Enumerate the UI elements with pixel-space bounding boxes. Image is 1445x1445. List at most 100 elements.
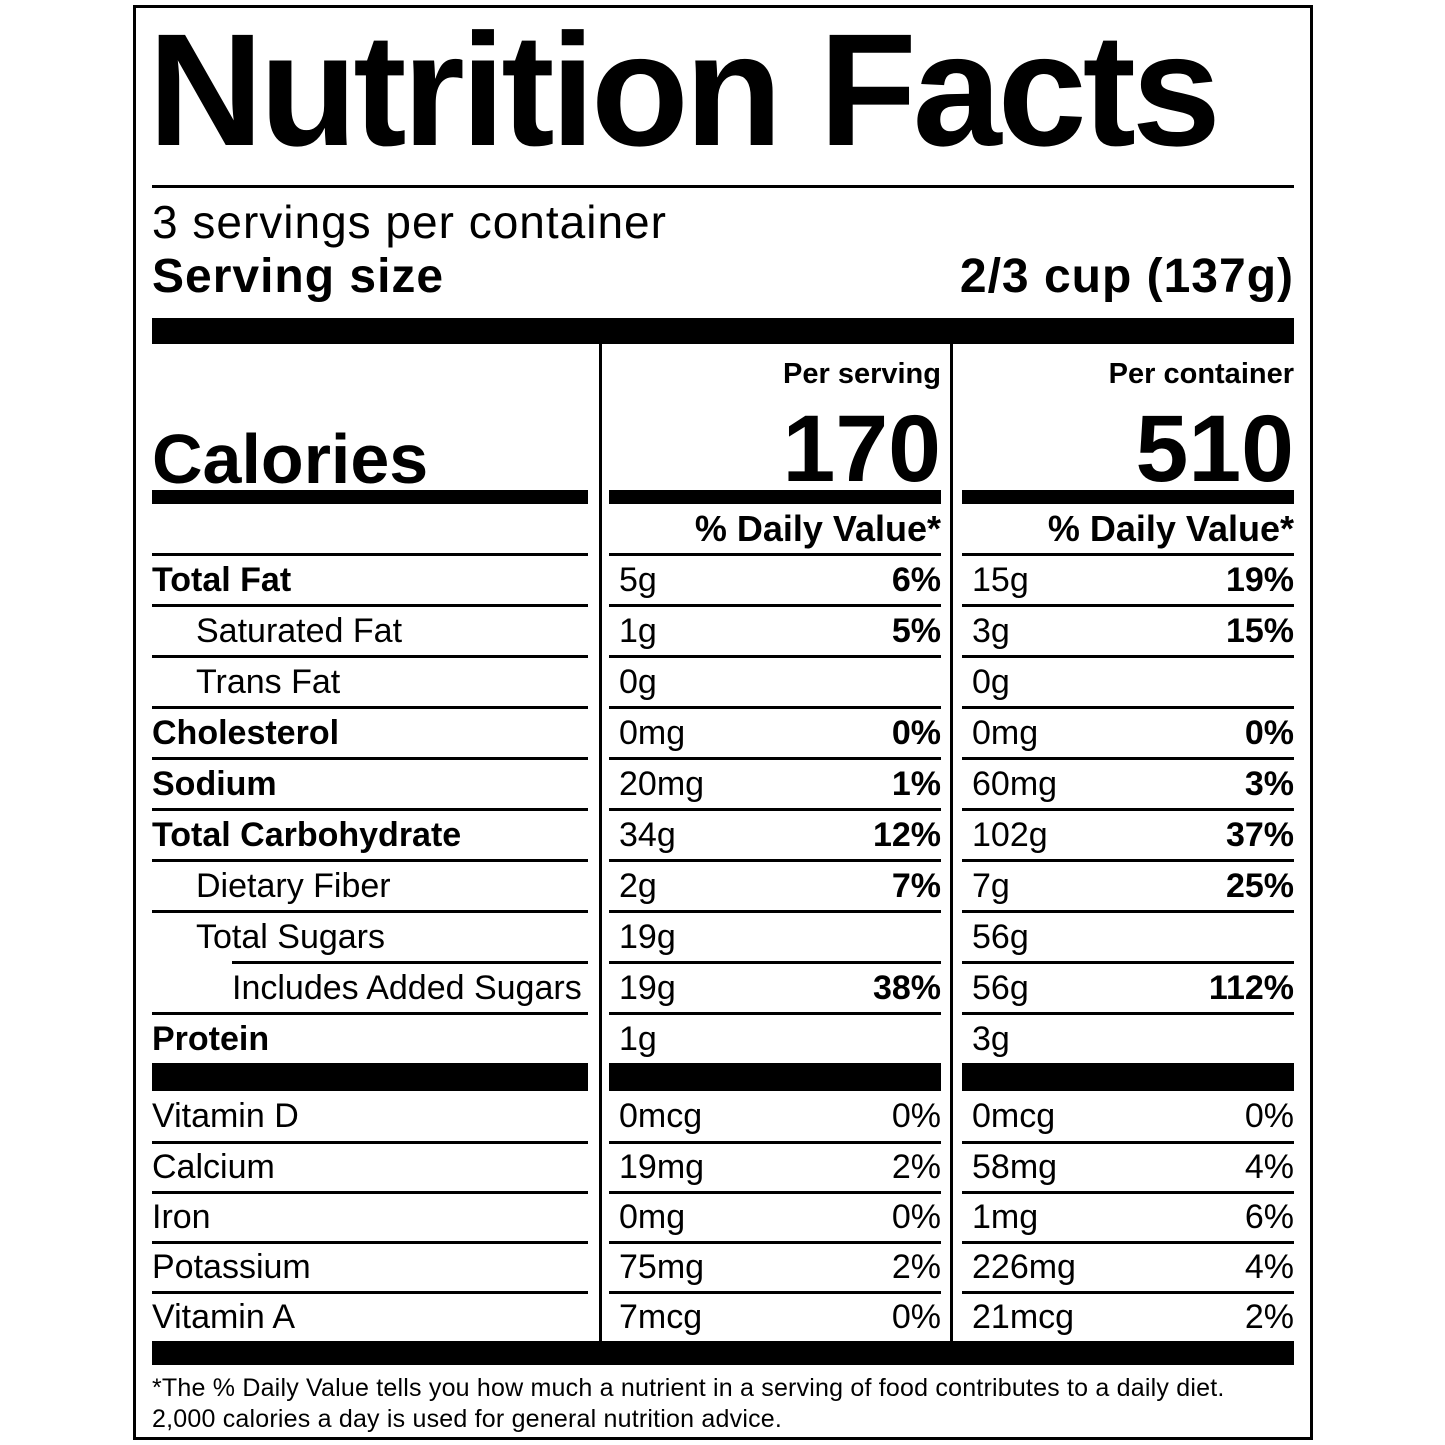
label-title: Nutrition Facts (148, 0, 1221, 179)
per-serving-amount: 0mg (619, 713, 686, 752)
calories-per-container-value: 510 (1135, 396, 1294, 502)
nutrient-row-sodium: Sodium 20mg 1% 60mg 3% (152, 757, 1294, 808)
nutrient-label: Dietary Fiber (196, 866, 391, 905)
nutrient-label: Total Fat (152, 560, 292, 599)
vitamin-label: Calcium (152, 1148, 275, 1186)
vitamin-row-vitamin-d: Vitamin D 0mcg 0% 0mcg 0% (152, 1091, 1294, 1141)
nutrient-row-added-sugars: Includes Added Sugars 19g 38% 56g 112% (152, 961, 1294, 1012)
per-serving-daily-value: 0% (891, 1096, 941, 1135)
nutrient-row-total-carbohydrate: Total Carbohydrate 34g 12% 102g 37% (152, 808, 1294, 859)
nutrient-row-total-fat: Total Fat 5g 6% 15g 19% (152, 553, 1294, 604)
vitamin-label: Potassium (152, 1248, 311, 1286)
per-serving-daily-value: 0% (891, 1198, 941, 1236)
per-container-amount: 1mg (972, 1198, 1039, 1236)
thick-bar-bottom (152, 1341, 1294, 1365)
nutrient-row-trans-fat: Trans Fat 0g 0g (152, 655, 1294, 706)
vitamin-label: Vitamin D (152, 1096, 299, 1135)
nutrient-label: Trans Fat (196, 662, 341, 701)
per-serving-amount: 0mg (619, 1198, 686, 1236)
nutrient-label: Cholesterol (152, 713, 340, 752)
thick-bar-top (152, 318, 1294, 344)
per-serving-amount: 2g (619, 866, 657, 905)
per-serving-daily-value: 2% (891, 1248, 941, 1286)
thick-bar-segment (152, 1063, 588, 1091)
per-serving-amount: 1g (619, 611, 657, 650)
per-container-daily-value: 3% (1244, 764, 1294, 803)
calories-section: Calories Per serving 170 % Daily Value* (152, 348, 1294, 553)
per-serving-amount: 19g (619, 917, 676, 956)
per-serving-daily-value: 0% (891, 713, 941, 752)
per-container-daily-value: 25% (1225, 866, 1294, 905)
per-serving-amount: 5g (619, 560, 657, 599)
per-container-column: Per container 510 % Daily Value* (962, 348, 1294, 553)
column-divider-right (950, 344, 953, 1341)
per-container-amount: 102g (972, 815, 1048, 854)
calories-per-serving-value: 170 (782, 396, 941, 502)
nutrient-label: Total Carbohydrate (152, 815, 462, 854)
per-serving-amount: 19g (619, 968, 676, 1007)
per-container-amount: 7g (972, 866, 1010, 905)
per-container-amount: 3g (972, 611, 1010, 650)
per-serving-amount: 19mg (619, 1148, 705, 1186)
nutrient-label: Protein (152, 1019, 270, 1058)
calories-underbar (962, 490, 1294, 504)
serving-size-value: 2/3 cup (137g) (959, 250, 1294, 303)
per-serving-daily-value: 6% (891, 560, 941, 599)
serving-size-row: Serving size 2/3 cup (137g) (152, 250, 1294, 304)
per-container-amount: 56g (972, 968, 1029, 1007)
nutrient-table: Total Fat 5g 6% 15g 19% Saturated Fat 1g 5%… (152, 553, 1294, 1063)
calories-column: Calories (152, 348, 588, 553)
per-serving-daily-value: 12% (872, 815, 941, 854)
per-serving-column: Per serving 170 % Daily Value* (609, 348, 941, 553)
daily-value-header-serving: % Daily Value* (694, 508, 941, 549)
nutrient-label: Sodium (152, 764, 277, 803)
per-container-daily-value: 0% (1244, 1096, 1294, 1135)
per-container-daily-value: 0% (1244, 713, 1294, 752)
nutrient-row-cholesterol: Cholesterol 0mg 0% 0mg 0% (152, 706, 1294, 757)
footnote: *The % Daily Value tells you how much a … (152, 1365, 1294, 1435)
label-header: Nutrition Facts 3 servings per container… (148, 8, 1294, 348)
per-serving-amount: 34g (619, 815, 676, 854)
per-container-amount: 0mcg (972, 1096, 1056, 1135)
per-serving-amount: 7mcg (619, 1298, 703, 1336)
calories-label: Calories (152, 420, 429, 498)
vitamin-row-calcium: Calcium 19mg 2% 58mg 4% (152, 1141, 1294, 1191)
per-serving-daily-value: 1% (891, 764, 941, 803)
serving-size-label: Serving size (152, 250, 445, 303)
vitamin-row-vitamin-a: Vitamin A 7mcg 0% 21mcg 2% (152, 1291, 1294, 1341)
per-container-daily-value: 15% (1225, 611, 1294, 650)
per-serving-daily-value: 2% (891, 1148, 941, 1186)
nutrient-row-dietary-fiber: Dietary Fiber 2g 7% 7g 25% (152, 859, 1294, 910)
per-serving-daily-value: 0% (891, 1298, 941, 1336)
per-serving-amount: 75mg (619, 1248, 705, 1286)
calories-underbar (152, 490, 588, 504)
nutrient-label: Total Sugars (196, 917, 385, 956)
vitamin-label: Iron (152, 1198, 211, 1236)
vitamin-label: Vitamin A (152, 1298, 296, 1336)
title-rule (152, 185, 1294, 188)
per-serving-amount: 0mcg (619, 1096, 703, 1135)
daily-value-spacer (152, 504, 588, 553)
per-container-amount: 3g (972, 1019, 1010, 1058)
per-container-daily-value: 37% (1225, 815, 1294, 854)
vitamin-row-iron: Iron 0mg 0% 1mg 6% (152, 1191, 1294, 1241)
per-container-amount: 15g (972, 560, 1029, 599)
per-container-amount: 21mcg (972, 1298, 1075, 1336)
nutrient-row-protein: Protein 1g 3g (152, 1012, 1294, 1063)
per-container-amount: 0g (972, 662, 1010, 701)
per-container-daily-value: 4% (1244, 1248, 1294, 1286)
per-serving-header: Per serving (783, 358, 941, 390)
per-container-amount: 58mg (972, 1148, 1058, 1186)
daily-value-header-container: % Daily Value* (1047, 508, 1294, 549)
calories-underbar (609, 490, 941, 504)
per-serving-daily-value: 38% (872, 968, 941, 1007)
per-serving-daily-value: 7% (891, 866, 941, 905)
vitamin-table: Vitamin D 0mcg 0% 0mcg 0% Calcium 19mg 2% 5… (152, 1091, 1294, 1341)
servings-per-container: 3 servings per container (152, 196, 667, 248)
per-container-header: Per container (1108, 358, 1294, 390)
per-container-amount: 0mg (972, 713, 1039, 752)
per-container-daily-value: 4% (1244, 1148, 1294, 1186)
per-container-amount: 226mg (972, 1248, 1076, 1286)
per-container-daily-value: 19% (1225, 560, 1294, 599)
